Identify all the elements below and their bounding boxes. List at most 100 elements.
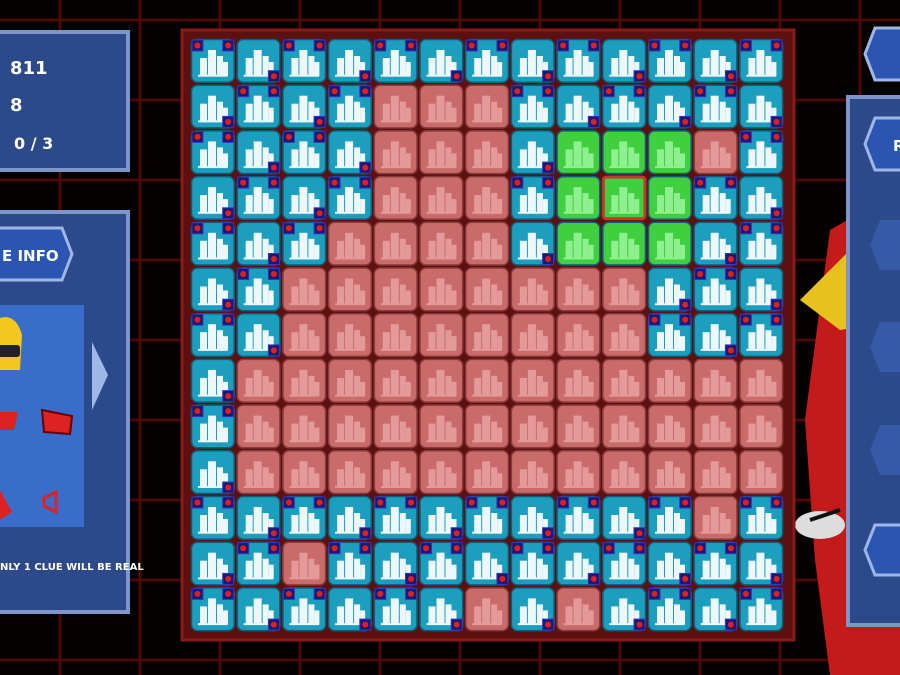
tile[interactable] xyxy=(739,84,784,129)
tile[interactable] xyxy=(419,587,464,632)
tile[interactable] xyxy=(373,450,418,495)
tile[interactable] xyxy=(327,130,373,175)
tile[interactable] xyxy=(510,267,555,312)
tile[interactable] xyxy=(510,38,555,83)
tile[interactable] xyxy=(373,130,418,175)
tile[interactable] xyxy=(236,221,281,266)
tile[interactable] xyxy=(327,84,373,129)
tile[interactable] xyxy=(647,221,692,266)
tile[interactable] xyxy=(647,38,692,83)
tile[interactable] xyxy=(236,450,281,495)
tile[interactable] xyxy=(739,495,784,540)
tile[interactable] xyxy=(556,84,601,129)
tile[interactable] xyxy=(373,175,418,221)
tile[interactable] xyxy=(693,175,738,221)
tile[interactable] xyxy=(693,404,738,449)
tile[interactable] xyxy=(464,84,510,129)
tile[interactable] xyxy=(647,312,692,358)
tile[interactable] xyxy=(556,587,601,632)
tile[interactable] xyxy=(693,267,738,312)
tile[interactable] xyxy=(282,221,327,266)
tile[interactable] xyxy=(236,587,281,632)
tile[interactable] xyxy=(419,38,464,83)
tile[interactable] xyxy=(190,175,235,221)
tile[interactable] xyxy=(236,404,281,449)
tile[interactable] xyxy=(510,404,555,449)
tile[interactable] xyxy=(602,267,647,312)
tile[interactable] xyxy=(693,130,738,175)
tile[interactable] xyxy=(190,404,235,449)
tile[interactable] xyxy=(236,358,281,403)
tile[interactable] xyxy=(282,267,327,312)
tile[interactable] xyxy=(647,404,692,449)
tile[interactable] xyxy=(556,450,601,495)
tile[interactable] xyxy=(419,404,464,449)
tile[interactable] xyxy=(419,495,464,540)
tile[interactable] xyxy=(282,312,327,358)
tile[interactable] xyxy=(190,587,235,632)
tile[interactable] xyxy=(236,84,281,129)
tile[interactable] xyxy=(602,404,647,449)
side-button[interactable] xyxy=(870,322,900,372)
tile[interactable] xyxy=(464,404,510,449)
tile[interactable] xyxy=(739,267,784,312)
tile[interactable] xyxy=(236,541,281,586)
tile[interactable] xyxy=(419,541,464,586)
tile[interactable] xyxy=(236,495,281,540)
tile[interactable] xyxy=(190,38,235,83)
tile[interactable] xyxy=(510,175,555,221)
tile[interactable] xyxy=(419,221,464,266)
tile[interactable] xyxy=(373,495,418,540)
tile[interactable] xyxy=(373,541,418,586)
tile[interactable] xyxy=(282,358,327,403)
tile[interactable] xyxy=(236,38,281,83)
tile[interactable] xyxy=(327,221,373,266)
tile[interactable] xyxy=(190,358,235,403)
tile[interactable] xyxy=(327,495,373,540)
tile[interactable] xyxy=(464,312,510,358)
tile[interactable] xyxy=(190,312,235,358)
tile[interactable] xyxy=(327,358,373,403)
tile[interactable] xyxy=(327,404,373,449)
tile[interactable] xyxy=(556,267,601,312)
tile[interactable] xyxy=(327,175,373,221)
tile[interactable] xyxy=(327,587,373,632)
tile[interactable] xyxy=(327,38,373,83)
tile[interactable] xyxy=(282,450,327,495)
tile[interactable] xyxy=(739,450,784,495)
side-button[interactable] xyxy=(870,425,900,475)
tile[interactable] xyxy=(693,450,738,495)
tile[interactable] xyxy=(647,587,692,632)
tile[interactable] xyxy=(693,84,738,129)
tile[interactable] xyxy=(647,358,692,403)
tile[interactable] xyxy=(647,84,692,129)
tile[interactable] xyxy=(739,587,784,632)
tile[interactable] xyxy=(373,404,418,449)
tile[interactable] xyxy=(236,175,281,221)
tile[interactable] xyxy=(510,587,555,632)
tile[interactable] xyxy=(602,130,647,175)
tile[interactable] xyxy=(556,221,601,266)
tile[interactable] xyxy=(602,495,647,540)
tile[interactable] xyxy=(464,358,510,403)
tile[interactable] xyxy=(327,450,373,495)
tile[interactable] xyxy=(647,541,692,586)
tile[interactable] xyxy=(693,312,738,358)
tile[interactable] xyxy=(693,541,738,586)
tile[interactable] xyxy=(510,84,555,129)
tile[interactable] xyxy=(602,84,647,129)
tile[interactable] xyxy=(464,130,510,175)
tile[interactable] xyxy=(419,84,464,129)
tile[interactable] xyxy=(282,587,327,632)
tile[interactable] xyxy=(602,38,647,83)
tile[interactable] xyxy=(190,495,235,540)
tile[interactable] xyxy=(602,587,647,632)
next-arrow[interactable] xyxy=(92,342,108,410)
tile[interactable] xyxy=(693,495,738,540)
tile[interactable] xyxy=(739,130,784,175)
tile[interactable] xyxy=(647,450,692,495)
tile[interactable] xyxy=(510,495,555,540)
tile[interactable] xyxy=(190,541,235,586)
tile[interactable] xyxy=(464,221,510,266)
tile[interactable] xyxy=(190,130,235,175)
